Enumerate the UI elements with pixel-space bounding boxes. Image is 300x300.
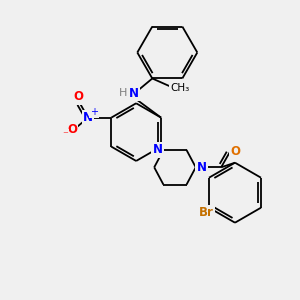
Text: O: O [74, 90, 84, 104]
Text: N: N [83, 111, 93, 124]
Text: H: H [119, 88, 128, 98]
Text: N: N [153, 143, 163, 157]
Text: +: + [90, 107, 98, 117]
Text: O: O [230, 145, 240, 158]
Text: CH₃: CH₃ [170, 83, 190, 93]
Text: ⁻: ⁻ [62, 130, 68, 140]
Text: O: O [67, 123, 77, 136]
Text: Br: Br [199, 206, 214, 219]
Text: N: N [196, 161, 206, 174]
Text: N: N [129, 87, 139, 100]
